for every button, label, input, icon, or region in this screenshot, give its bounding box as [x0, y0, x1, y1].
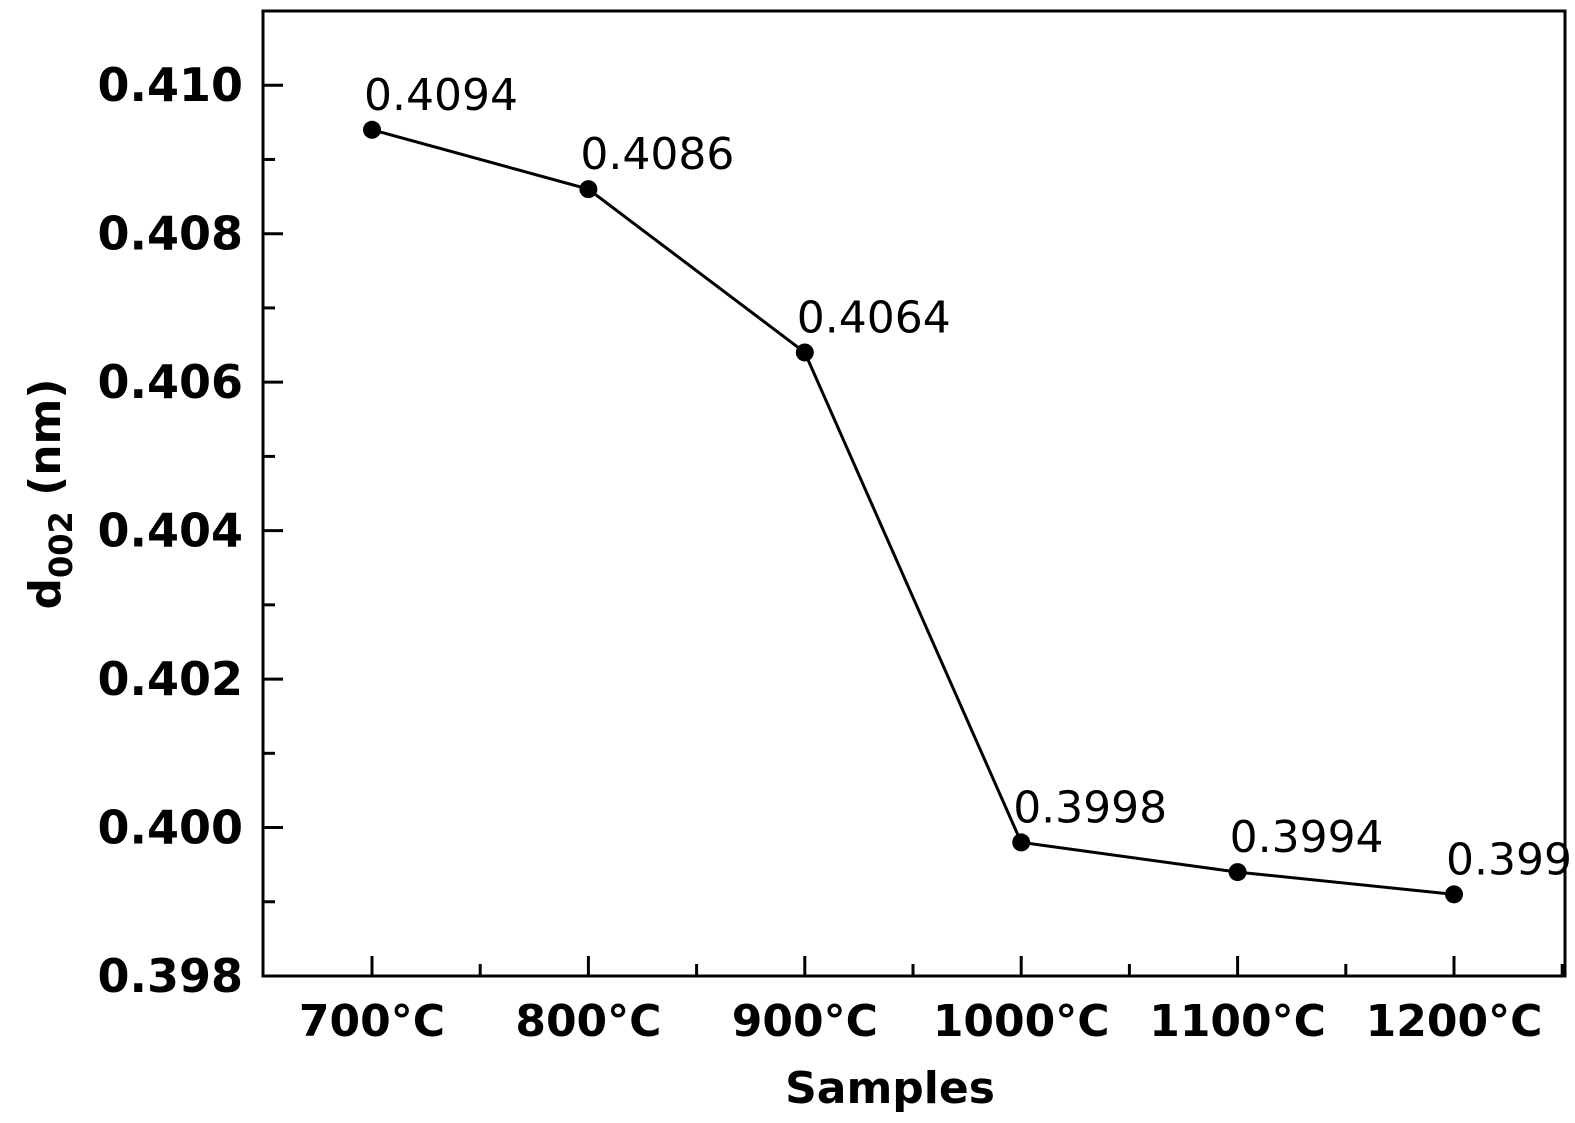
y-tick-label: 0.400 [97, 801, 243, 855]
x-tick-label: 1000°C [933, 996, 1110, 1047]
y-axis-title-main: d [20, 578, 71, 610]
data-label: 0.3991 [1446, 834, 1575, 885]
y-tick-label: 0.406 [97, 355, 243, 409]
data-point [1445, 885, 1463, 904]
x-axis-title: Samples [785, 1063, 995, 1114]
x-tick-label: 1100°C [1149, 996, 1326, 1047]
data-labels: 0.4094 0.4086 0.4064 0.3998 0.3994 0.3991 [364, 70, 1575, 886]
data-point [795, 343, 814, 362]
y-tick-label: 0.402 [97, 652, 243, 706]
series-line [371, 128, 1455, 896]
x-tick-label: 800°C [515, 996, 661, 1047]
y-tick-label: 0.404 [97, 504, 243, 558]
data-label: 0.4086 [580, 129, 734, 180]
data-label: 0.4094 [364, 70, 518, 121]
y-tick-label: 0.408 [97, 207, 243, 261]
series [363, 120, 1463, 904]
y-axis-title-subscript: 002 [42, 511, 80, 578]
x-axis: 700°C 800°C 900°C 1000°C 1100°C 1200°C [299, 956, 1564, 1047]
y-axis-title: d002 (nm) [20, 378, 80, 609]
data-point [1012, 833, 1031, 852]
x-tick-label: 900°C [732, 996, 878, 1047]
data-point [363, 120, 381, 139]
data-point [1228, 863, 1247, 882]
y-tick-label: 0.410 [97, 58, 243, 112]
x-tick-label: 700°C [299, 996, 445, 1047]
data-label: 0.3994 [1230, 812, 1384, 863]
data-point [579, 180, 598, 199]
y-axis: 0.398 0.400 0.402 0.404 0.406 0.408 0.410 [97, 58, 283, 1003]
data-label: 0.3998 [1013, 782, 1167, 833]
y-axis-title-unit: (nm) [20, 378, 71, 511]
data-label: 0.4064 [797, 292, 951, 343]
y-tick-label: 0.398 [97, 949, 243, 1003]
x-tick-label: 1200°C [1366, 996, 1543, 1047]
